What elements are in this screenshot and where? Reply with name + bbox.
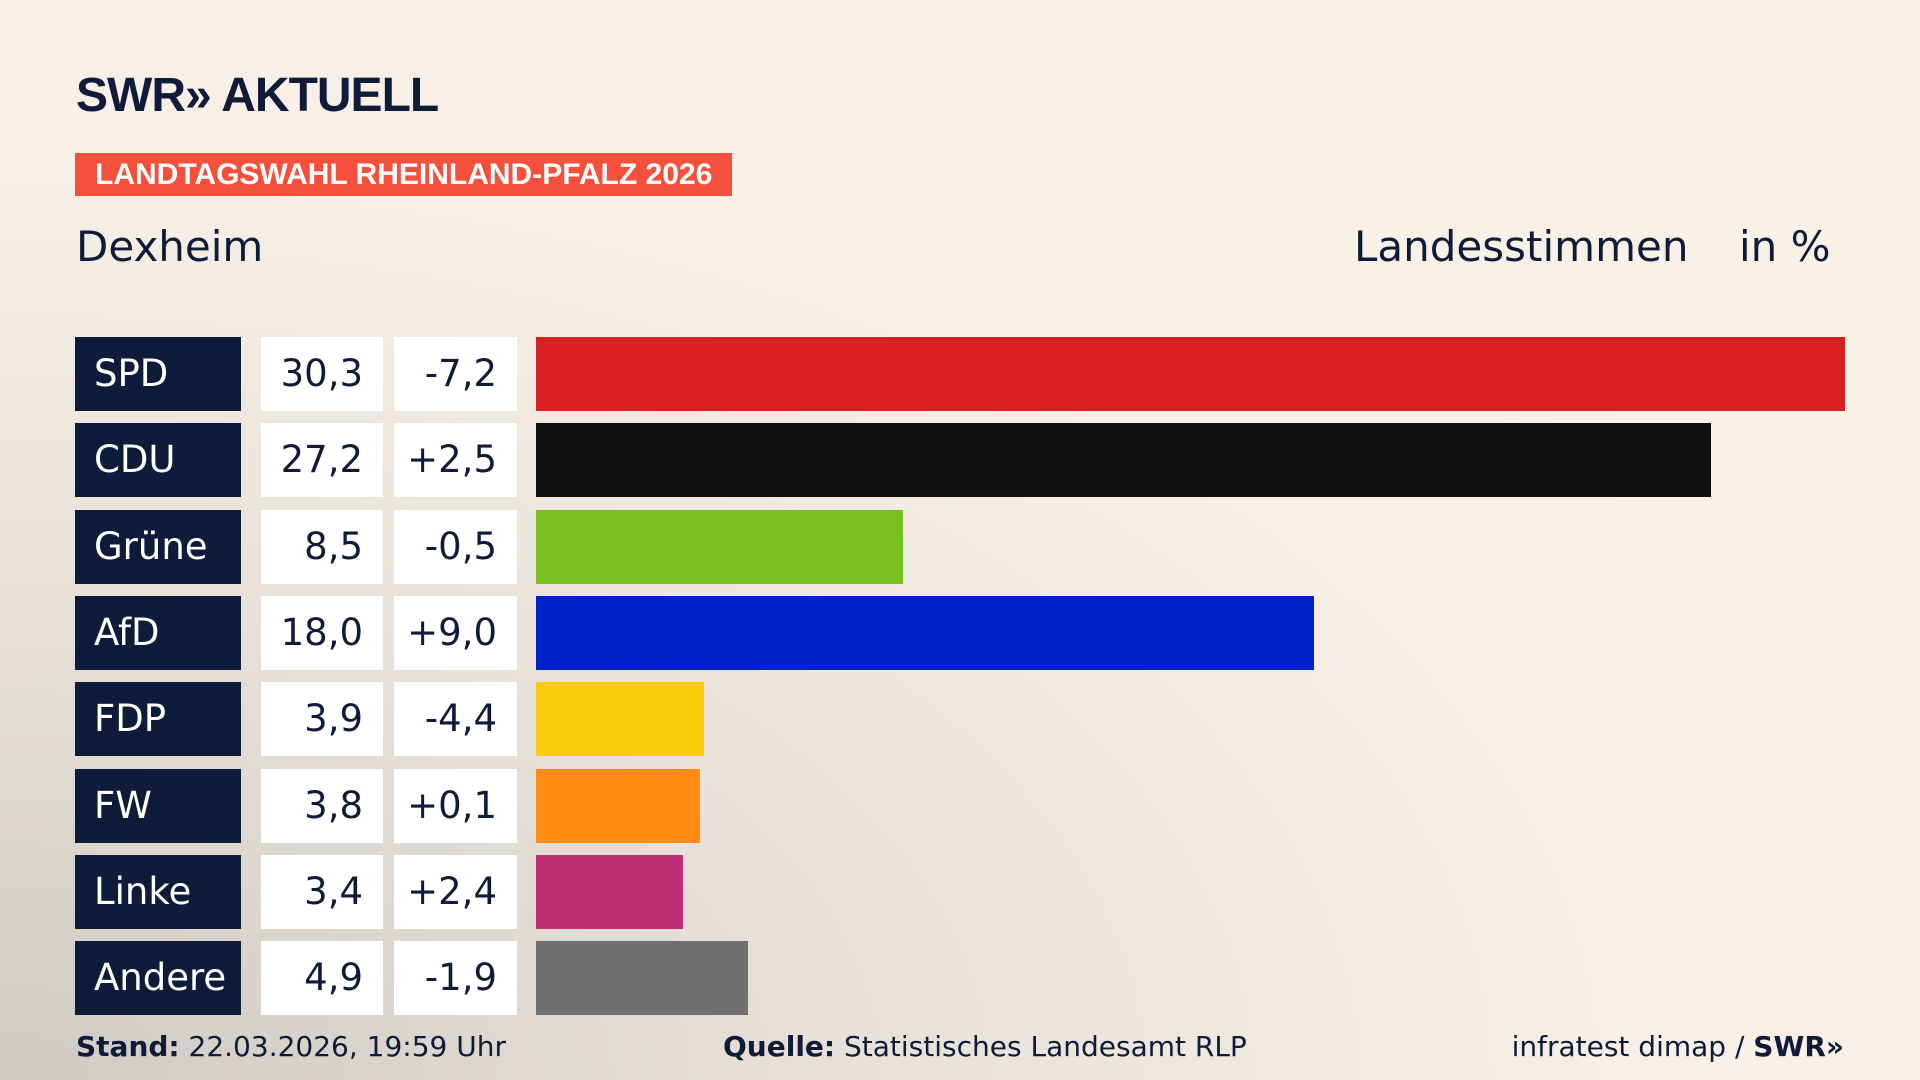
- bar-spd: [536, 337, 1845, 411]
- share-value: 3,4: [261, 854, 383, 929]
- party-label: SPD: [75, 337, 241, 411]
- party-label: Grüne: [75, 509, 241, 584]
- bar-andere: [536, 941, 748, 1016]
- stand-label: Stand:: [76, 1030, 180, 1063]
- bar-fw: [536, 768, 701, 843]
- credit-text: infratest dimap /: [1511, 1030, 1754, 1063]
- election-banner: LANDTAGSWAHL RHEINLAND-PFALZ 2026: [75, 153, 733, 196]
- share-value: 3,8: [261, 768, 383, 843]
- party-label: AfD: [75, 595, 241, 670]
- source-value: Statistisches Landesamt RLP: [844, 1030, 1247, 1063]
- stand-value: 22.03.2026, 19:59 Uhr: [188, 1030, 506, 1063]
- credit: infratest dimap / SWR»: [1512, 1030, 1844, 1063]
- vote-type-label: Landesstimmen: [1354, 222, 1689, 271]
- diff-value: +9,0: [394, 595, 517, 670]
- place-title: Dexheim: [76, 222, 264, 271]
- bar-cdu: [536, 423, 1712, 498]
- bar-fdp: [536, 682, 705, 757]
- share-value: 30,3: [261, 337, 383, 411]
- diff-value: -4,4: [394, 682, 517, 757]
- share-value: 4,9: [261, 941, 383, 1016]
- source: Quelle: Statistisches Landesamt RLP: [723, 1030, 1247, 1063]
- timestamp: Stand: 22.03.2026, 19:59 Uhr: [76, 1030, 506, 1063]
- diff-value: +0,1: [394, 768, 517, 843]
- diff-value: +2,5: [394, 423, 517, 498]
- bar-linke: [536, 854, 683, 929]
- source-label: Quelle:: [723, 1030, 836, 1063]
- diff-value: -0,5: [394, 509, 517, 584]
- diff-value: +2,4: [394, 854, 517, 929]
- share-value: 3,9: [261, 682, 383, 757]
- bar-afd: [536, 595, 1314, 670]
- party-label: Linke: [75, 854, 241, 929]
- diff-value: -7,2: [394, 337, 517, 411]
- bar-grüne: [536, 509, 904, 584]
- swr-aktuell-logo: SWR» AKTUELL: [76, 69, 439, 122]
- swr-logo: SWR»: [1753, 1030, 1844, 1063]
- share-value: 27,2: [261, 423, 383, 498]
- share-value: 18,0: [261, 595, 383, 670]
- party-label: FW: [75, 768, 241, 843]
- party-label: Andere: [75, 941, 241, 1016]
- party-label: CDU: [75, 423, 241, 498]
- unit-label: in %: [1739, 222, 1831, 271]
- diff-value: -1,9: [394, 941, 517, 1016]
- share-value: 8,5: [261, 509, 383, 584]
- party-label: FDP: [75, 682, 241, 757]
